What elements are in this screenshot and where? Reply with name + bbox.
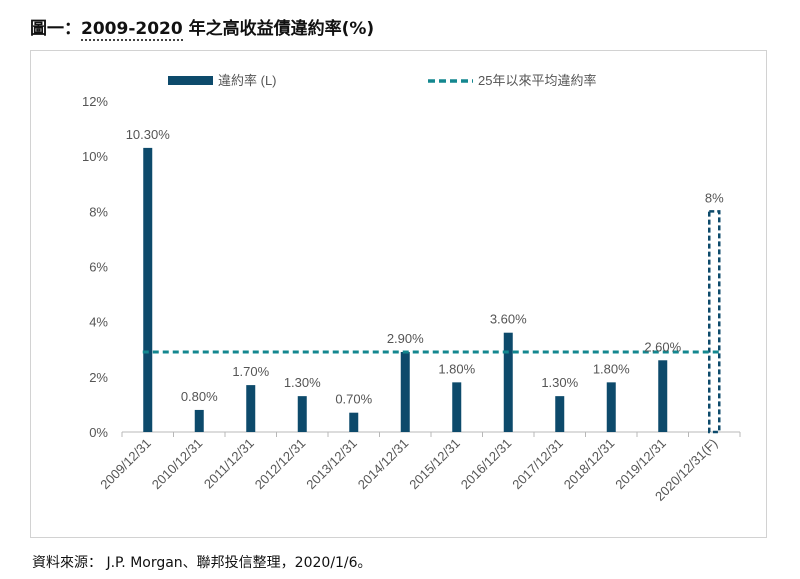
legend-bar-label: 違約率 (L) [218, 73, 277, 88]
legend-bar-swatch [168, 76, 213, 85]
bar-value-label: 0.80% [181, 389, 218, 404]
data-labels: 10.30% 0.80% 1.70% 1.30% 0.70% 2.90% 1.80% 3.60… [126, 127, 724, 407]
bar-value-label: 1.70% [232, 364, 269, 379]
y-tick-label: 6% [89, 260, 108, 275]
bar-forecast [708, 210, 721, 434]
x-tick-label: 2016/12/31 [458, 436, 515, 493]
chart-title: 圖一：2009-2020 年之高收益債違約率(%) [30, 14, 375, 41]
x-tick-label: 2009/12/31 [97, 436, 154, 493]
bar-value-label: 10.30% [126, 127, 171, 142]
x-tick-label: 2017/12/31 [509, 436, 566, 493]
y-tick-label: 12% [82, 94, 108, 109]
bar [555, 396, 565, 432]
bar-value-label: 1.80% [438, 361, 475, 376]
bar-series [143, 147, 721, 434]
legend-average-label: 25年以來平均違約率 [478, 73, 596, 88]
bar [400, 352, 410, 432]
y-tick-label: 10% [82, 149, 108, 164]
x-tick-label: 2010/12/31 [149, 436, 206, 493]
chart-frame [30, 50, 767, 538]
bar-value-label: 2.90% [387, 331, 424, 346]
bar [194, 409, 204, 432]
bar-value-label: 1.80% [593, 361, 630, 376]
y-tick-label: 0% [89, 425, 108, 440]
title-prefix: 圖一： [30, 19, 81, 39]
bar [658, 360, 668, 432]
y-tick-label: 8% [89, 204, 108, 219]
title-year-range: 2009-2020 [81, 19, 183, 41]
y-tick-label: 4% [89, 315, 108, 330]
bar [246, 385, 256, 432]
x-axis: 2009/12/312010/12/312011/12/312012/12/31… [97, 431, 741, 504]
bar [143, 147, 153, 432]
legend: 違約率 (L) 25年以來平均違約率 [168, 73, 596, 88]
bar-value-label: 1.30% [284, 375, 321, 390]
bar-value-label: 8% [705, 190, 724, 205]
bar [297, 396, 307, 432]
bar-value-label: 1.30% [541, 375, 578, 390]
x-tick-label: 2018/12/31 [561, 436, 618, 493]
x-tick-label: 2015/12/31 [406, 436, 463, 493]
bar-value-label: 0.70% [335, 392, 372, 407]
y-axis: 0% 2% 4% 6% 8% 10% 12% [82, 94, 108, 440]
source-note: 資料來源： J.P. Morgan、聯邦投信整理，2020/1/6。 [32, 555, 372, 571]
bar [452, 382, 462, 432]
title-suffix: 年之高收益債違約率(%) [188, 19, 375, 39]
bar [349, 412, 359, 432]
x-tick-label: 2011/12/31 [201, 436, 257, 492]
x-tick-label: 2012/12/31 [252, 436, 309, 493]
bar-value-label: 3.60% [490, 312, 527, 327]
x-tick-label: 2014/12/31 [355, 436, 412, 493]
x-tick-label: 2013/12/31 [303, 436, 360, 493]
bar [606, 382, 616, 432]
bar-value-label: 2.60% [644, 339, 681, 354]
bar [503, 332, 513, 432]
y-tick-label: 2% [89, 370, 108, 385]
